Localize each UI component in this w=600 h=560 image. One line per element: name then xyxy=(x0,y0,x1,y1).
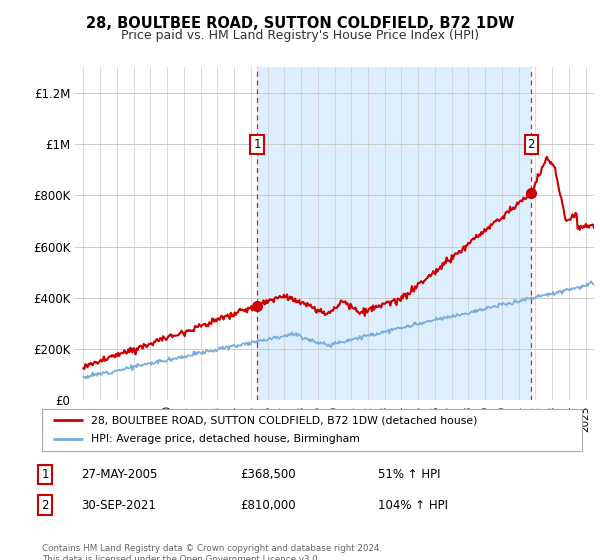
Text: 104% ↑ HPI: 104% ↑ HPI xyxy=(378,498,448,512)
Text: 51% ↑ HPI: 51% ↑ HPI xyxy=(378,468,440,481)
Text: 28, BOULTBEE ROAD, SUTTON COLDFIELD, B72 1DW: 28, BOULTBEE ROAD, SUTTON COLDFIELD, B72… xyxy=(86,16,514,31)
Text: 30-SEP-2021: 30-SEP-2021 xyxy=(81,498,156,512)
Text: 1: 1 xyxy=(253,138,261,151)
Bar xyxy=(257,67,531,400)
Text: Contains HM Land Registry data © Crown copyright and database right 2024.
This d: Contains HM Land Registry data © Crown c… xyxy=(42,544,382,560)
Text: 2: 2 xyxy=(527,138,535,151)
Text: Price paid vs. HM Land Registry's House Price Index (HPI): Price paid vs. HM Land Registry's House … xyxy=(121,29,479,42)
Text: 28, BOULTBEE ROAD, SUTTON COLDFIELD, B72 1DW (detached house): 28, BOULTBEE ROAD, SUTTON COLDFIELD, B72… xyxy=(91,415,477,425)
Text: 27-MAY-2005: 27-MAY-2005 xyxy=(81,468,157,481)
Text: £368,500: £368,500 xyxy=(240,468,296,481)
Text: 2: 2 xyxy=(41,498,49,512)
Text: 1: 1 xyxy=(41,468,49,481)
Text: HPI: Average price, detached house, Birmingham: HPI: Average price, detached house, Birm… xyxy=(91,435,359,445)
Text: £810,000: £810,000 xyxy=(240,498,296,512)
